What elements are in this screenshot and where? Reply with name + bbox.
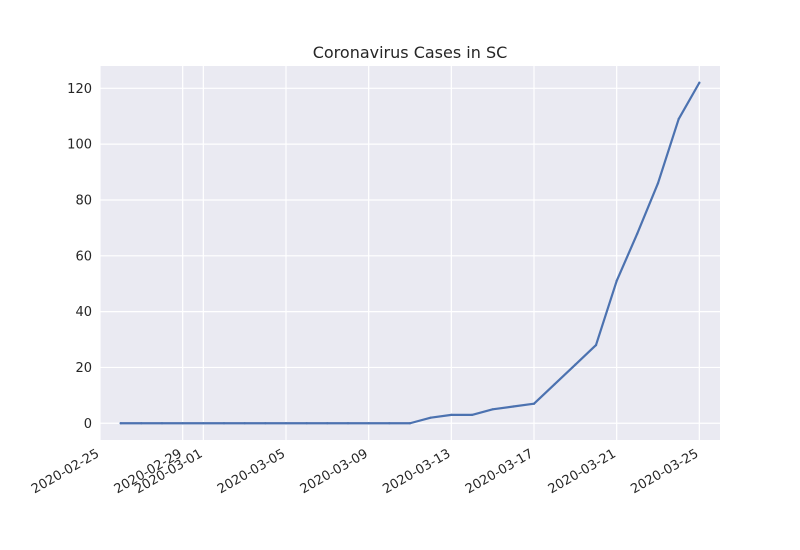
data-point: [305, 422, 308, 425]
data-point: [553, 383, 556, 386]
data-point: [574, 363, 577, 366]
data-point: [491, 408, 494, 411]
data-point: [367, 422, 370, 425]
y-tick-label: 60: [75, 249, 92, 264]
plot-background: [100, 66, 720, 440]
data-point: [677, 117, 680, 121]
y-tick-label: 20: [75, 361, 92, 376]
data-point: [160, 422, 164, 425]
data-point: [264, 422, 267, 425]
data-point: [656, 182, 660, 185]
x-tick-label: 2020-03-17: [463, 446, 536, 497]
x-tick-label: 2020-03-09: [298, 446, 371, 497]
data-point: [284, 422, 288, 425]
data-point: [326, 422, 329, 425]
x-tick-label: 2020-03-21: [546, 446, 619, 497]
data-point: [512, 405, 515, 408]
x-tick-label: 2020-03-25: [628, 446, 701, 497]
data-point: [615, 279, 618, 283]
x-tick-label: 2020-03-05: [215, 446, 288, 497]
data-point: [429, 416, 432, 419]
grid: [99, 66, 720, 440]
data-point: [202, 422, 205, 425]
data-point: [636, 232, 639, 235]
y-tick-labels: 0 20 40 60 80 100 120: [67, 82, 92, 432]
series-layer: [119, 81, 701, 425]
x-tick-label: 2020-02-25: [29, 446, 102, 497]
y-tick-label: 100: [67, 138, 92, 153]
chart-title: Coronavirus Cases in SC: [313, 43, 508, 62]
data-point: [470, 413, 474, 416]
y-tick-label: 40: [75, 305, 92, 320]
data-point: [140, 422, 143, 425]
y-tick-label: 120: [67, 82, 92, 97]
data-point: [594, 344, 598, 347]
data-point: [346, 422, 350, 425]
data-point: [243, 422, 246, 425]
data-point: [222, 422, 226, 425]
data-point: [450, 413, 453, 416]
data-point: [408, 422, 412, 425]
data-point: [119, 422, 122, 425]
data-point: [698, 81, 701, 84]
data-point: [532, 402, 536, 405]
data-point: [388, 422, 391, 425]
data-point: [181, 422, 184, 425]
y-tick-label: 80: [75, 193, 92, 208]
x-tick-label: 2020-03-13: [380, 446, 453, 497]
y-tick-label: 0: [84, 417, 92, 432]
